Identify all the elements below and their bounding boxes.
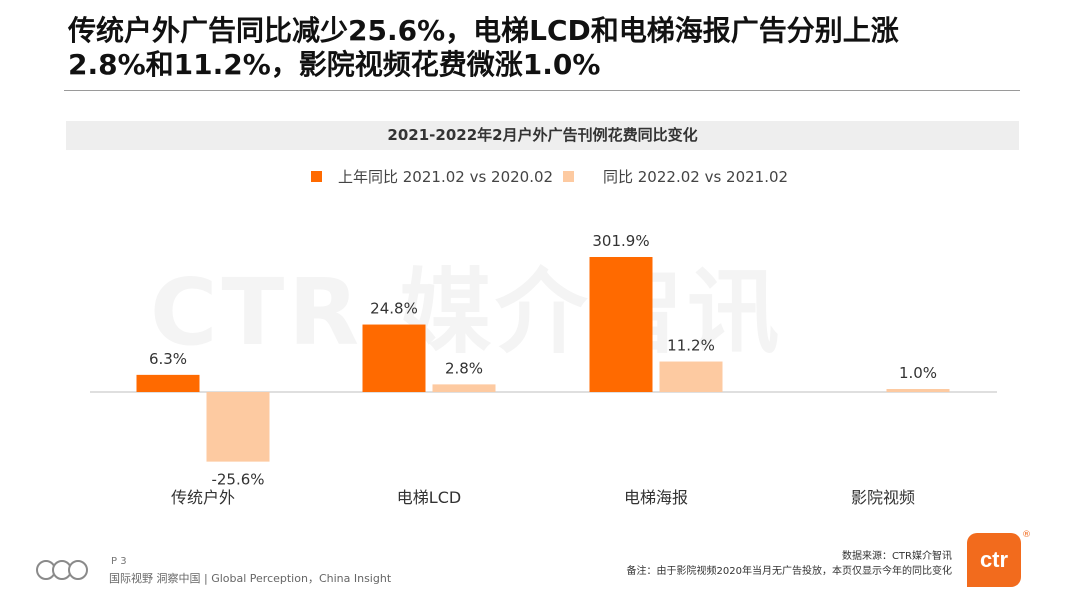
chart-legend: 上年同比 2021.02 vs 2020.02 同比 2022.02 vs 20…	[0, 166, 1080, 188]
data-label-prev-year-0: 6.3%	[149, 350, 187, 368]
data-label-current-year-1: 2.8%	[445, 359, 483, 377]
bar-prev-year-1	[362, 324, 426, 392]
data-label-prev-year-1: 24.8%	[370, 300, 418, 318]
data-source: 数据来源：CTR媒介智讯	[841, 551, 952, 562]
page-title: 传统户外广告同比减少25.6%，电梯LCD和电梯海报广告分别上涨 2.8%和11…	[68, 14, 899, 81]
brand-rings-icon	[36, 560, 102, 580]
category-label-0: 传统户外	[171, 488, 235, 507]
legend-label-prev-year: 上年同比 2021.02 vs 2020.02	[338, 168, 554, 186]
footer-slogan: 国际视野 洞察中国 | Global Perception，China Insi…	[109, 572, 392, 585]
page-number: P 3	[111, 556, 127, 567]
bar-current-year-2	[659, 361, 723, 392]
title-divider	[64, 90, 1020, 91]
data-label-current-year-0: -25.6%	[211, 471, 264, 489]
bar-current-year-1	[432, 384, 496, 392]
footer-notes: 数据来源：CTR媒介智讯 备注：由于影院视频2020年当月无广告投放，本页仅显示…	[627, 549, 952, 579]
bar-current-year-0	[206, 392, 270, 462]
ctr-logo: ctr	[967, 533, 1021, 587]
data-label-prev-year-2: 301.9%	[592, 232, 649, 250]
bar-prev-year-2	[589, 257, 653, 392]
category-label-3: 影院视频	[851, 488, 915, 507]
registered-mark: ®	[1022, 530, 1031, 540]
data-label-current-year-3: 1.0%	[899, 364, 937, 382]
watermark: CTR 媒介智讯	[150, 259, 784, 366]
footnote: 备注：由于影院视频2020年当月无广告投放，本页仅显示今年的同比变化	[626, 566, 952, 577]
data-label-current-year-2: 11.2%	[667, 337, 715, 355]
legend-swatch-prev-year	[311, 171, 322, 182]
category-label-2: 电梯海报	[624, 488, 688, 507]
bar-current-year-3	[886, 389, 950, 392]
category-label-1: 电梯LCD	[397, 488, 461, 507]
legend-swatch-current-year	[563, 171, 574, 182]
chart-title: 2021-2022年2月户外广告刊例花费同比变化	[66, 121, 1019, 150]
legend-label-current-year: 同比 2022.02 vs 2021.02	[603, 168, 789, 186]
bar-prev-year-0	[136, 374, 200, 392]
